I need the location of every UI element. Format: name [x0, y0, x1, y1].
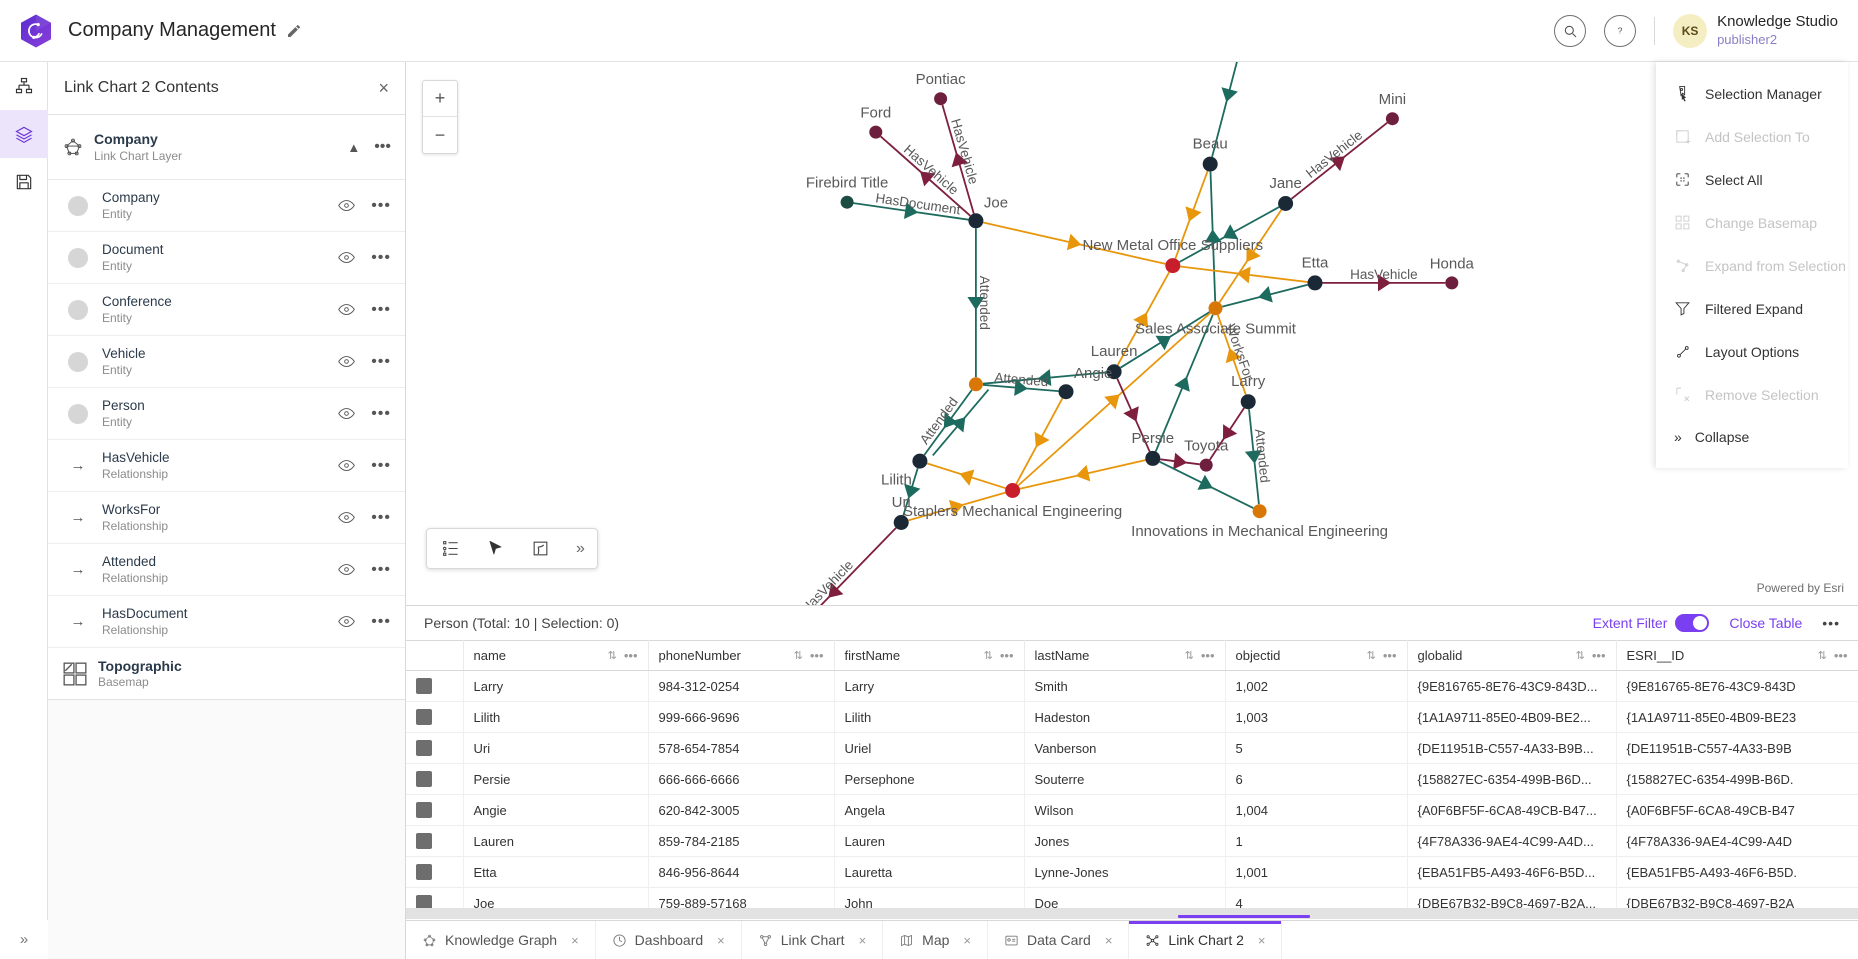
svg-text:Sales Associate Summit: Sales Associate Summit [1135, 320, 1297, 337]
svg-text:Mini: Mini [1379, 91, 1407, 108]
svg-text:Attended: Attended [977, 276, 992, 330]
svg-text:Firebird Title: Firebird Title [806, 175, 889, 192]
svg-text:Larry: Larry [1231, 373, 1266, 390]
svg-text:Angie: Angie [1074, 365, 1112, 382]
svg-text:Pontiac: Pontiac [916, 71, 967, 88]
svg-text:Honda: Honda [1430, 255, 1475, 272]
svg-text:New Metal Office Suppliers: New Metal Office Suppliers [1082, 237, 1263, 254]
svg-text:Toyota: Toyota [1184, 438, 1229, 455]
svg-text:Lauren: Lauren [1091, 343, 1138, 360]
svg-text:HasVehicle: HasVehicle [1350, 267, 1418, 282]
svg-text:Beau: Beau [1193, 136, 1228, 153]
svg-text:Jane: Jane [1269, 175, 1302, 192]
svg-text:HasVehicle: HasVehicle [901, 142, 962, 198]
svg-text:Innovations in Mechanical Engi: Innovations in Mechanical Engineering [1131, 523, 1388, 540]
svg-text:Joe: Joe [984, 194, 1008, 211]
svg-text:HasVehicle: HasVehicle [948, 117, 981, 186]
svg-text:Etta: Etta [1302, 254, 1329, 271]
svg-text:?: ? [1618, 25, 1623, 35]
svg-text:Lilith: Lilith [881, 472, 912, 489]
svg-text:Persie: Persie [1132, 430, 1175, 447]
svg-text:Ford: Ford [860, 105, 891, 122]
svg-text:HasVehicle: HasVehicle [1303, 127, 1365, 181]
svg-text:Staplers Mechanical Engineerin: Staplers Mechanical Engineering [903, 503, 1122, 520]
